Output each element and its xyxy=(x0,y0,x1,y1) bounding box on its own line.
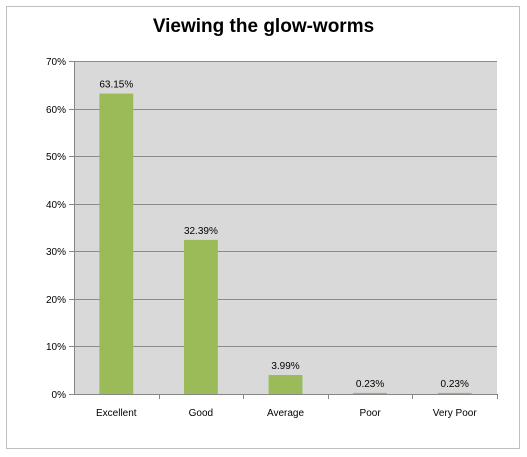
bar xyxy=(353,392,388,394)
x-tick-label: Poor xyxy=(360,408,382,419)
x-tick-label: Good xyxy=(189,408,213,419)
data-label: 0.23% xyxy=(441,379,469,390)
y-tick-label: 0% xyxy=(52,390,67,401)
axes xyxy=(69,61,498,399)
x-tick-label: Very Poor xyxy=(433,408,478,419)
bar xyxy=(437,392,472,394)
plot-area xyxy=(74,61,497,394)
gridlines xyxy=(74,61,497,347)
chart-title: Viewing the glow-worms xyxy=(152,16,375,37)
bar xyxy=(183,239,218,394)
y-tick-label: 40% xyxy=(46,200,66,211)
y-tick-label: 20% xyxy=(46,295,66,306)
bar xyxy=(268,375,303,394)
y-tick-label: 50% xyxy=(46,152,66,163)
y-tick-label: 60% xyxy=(46,105,66,116)
labels: 0% 10% 20% 30% 40% 50% 60% 70% 63.15% Excellent 32… xyxy=(46,57,477,419)
x-tick-label: Excellent xyxy=(96,408,137,419)
bars xyxy=(99,93,472,394)
data-label: 3.99% xyxy=(271,361,299,372)
data-label: 63.15% xyxy=(99,80,133,91)
y-tick-label: 30% xyxy=(46,247,66,258)
y-tick-label: 70% xyxy=(46,57,66,68)
bar xyxy=(99,93,134,394)
data-label: 0.23% xyxy=(356,379,384,390)
y-tick-label: 10% xyxy=(46,342,66,353)
data-label: 32.39% xyxy=(184,226,218,237)
x-tick-label: Average xyxy=(267,408,305,419)
